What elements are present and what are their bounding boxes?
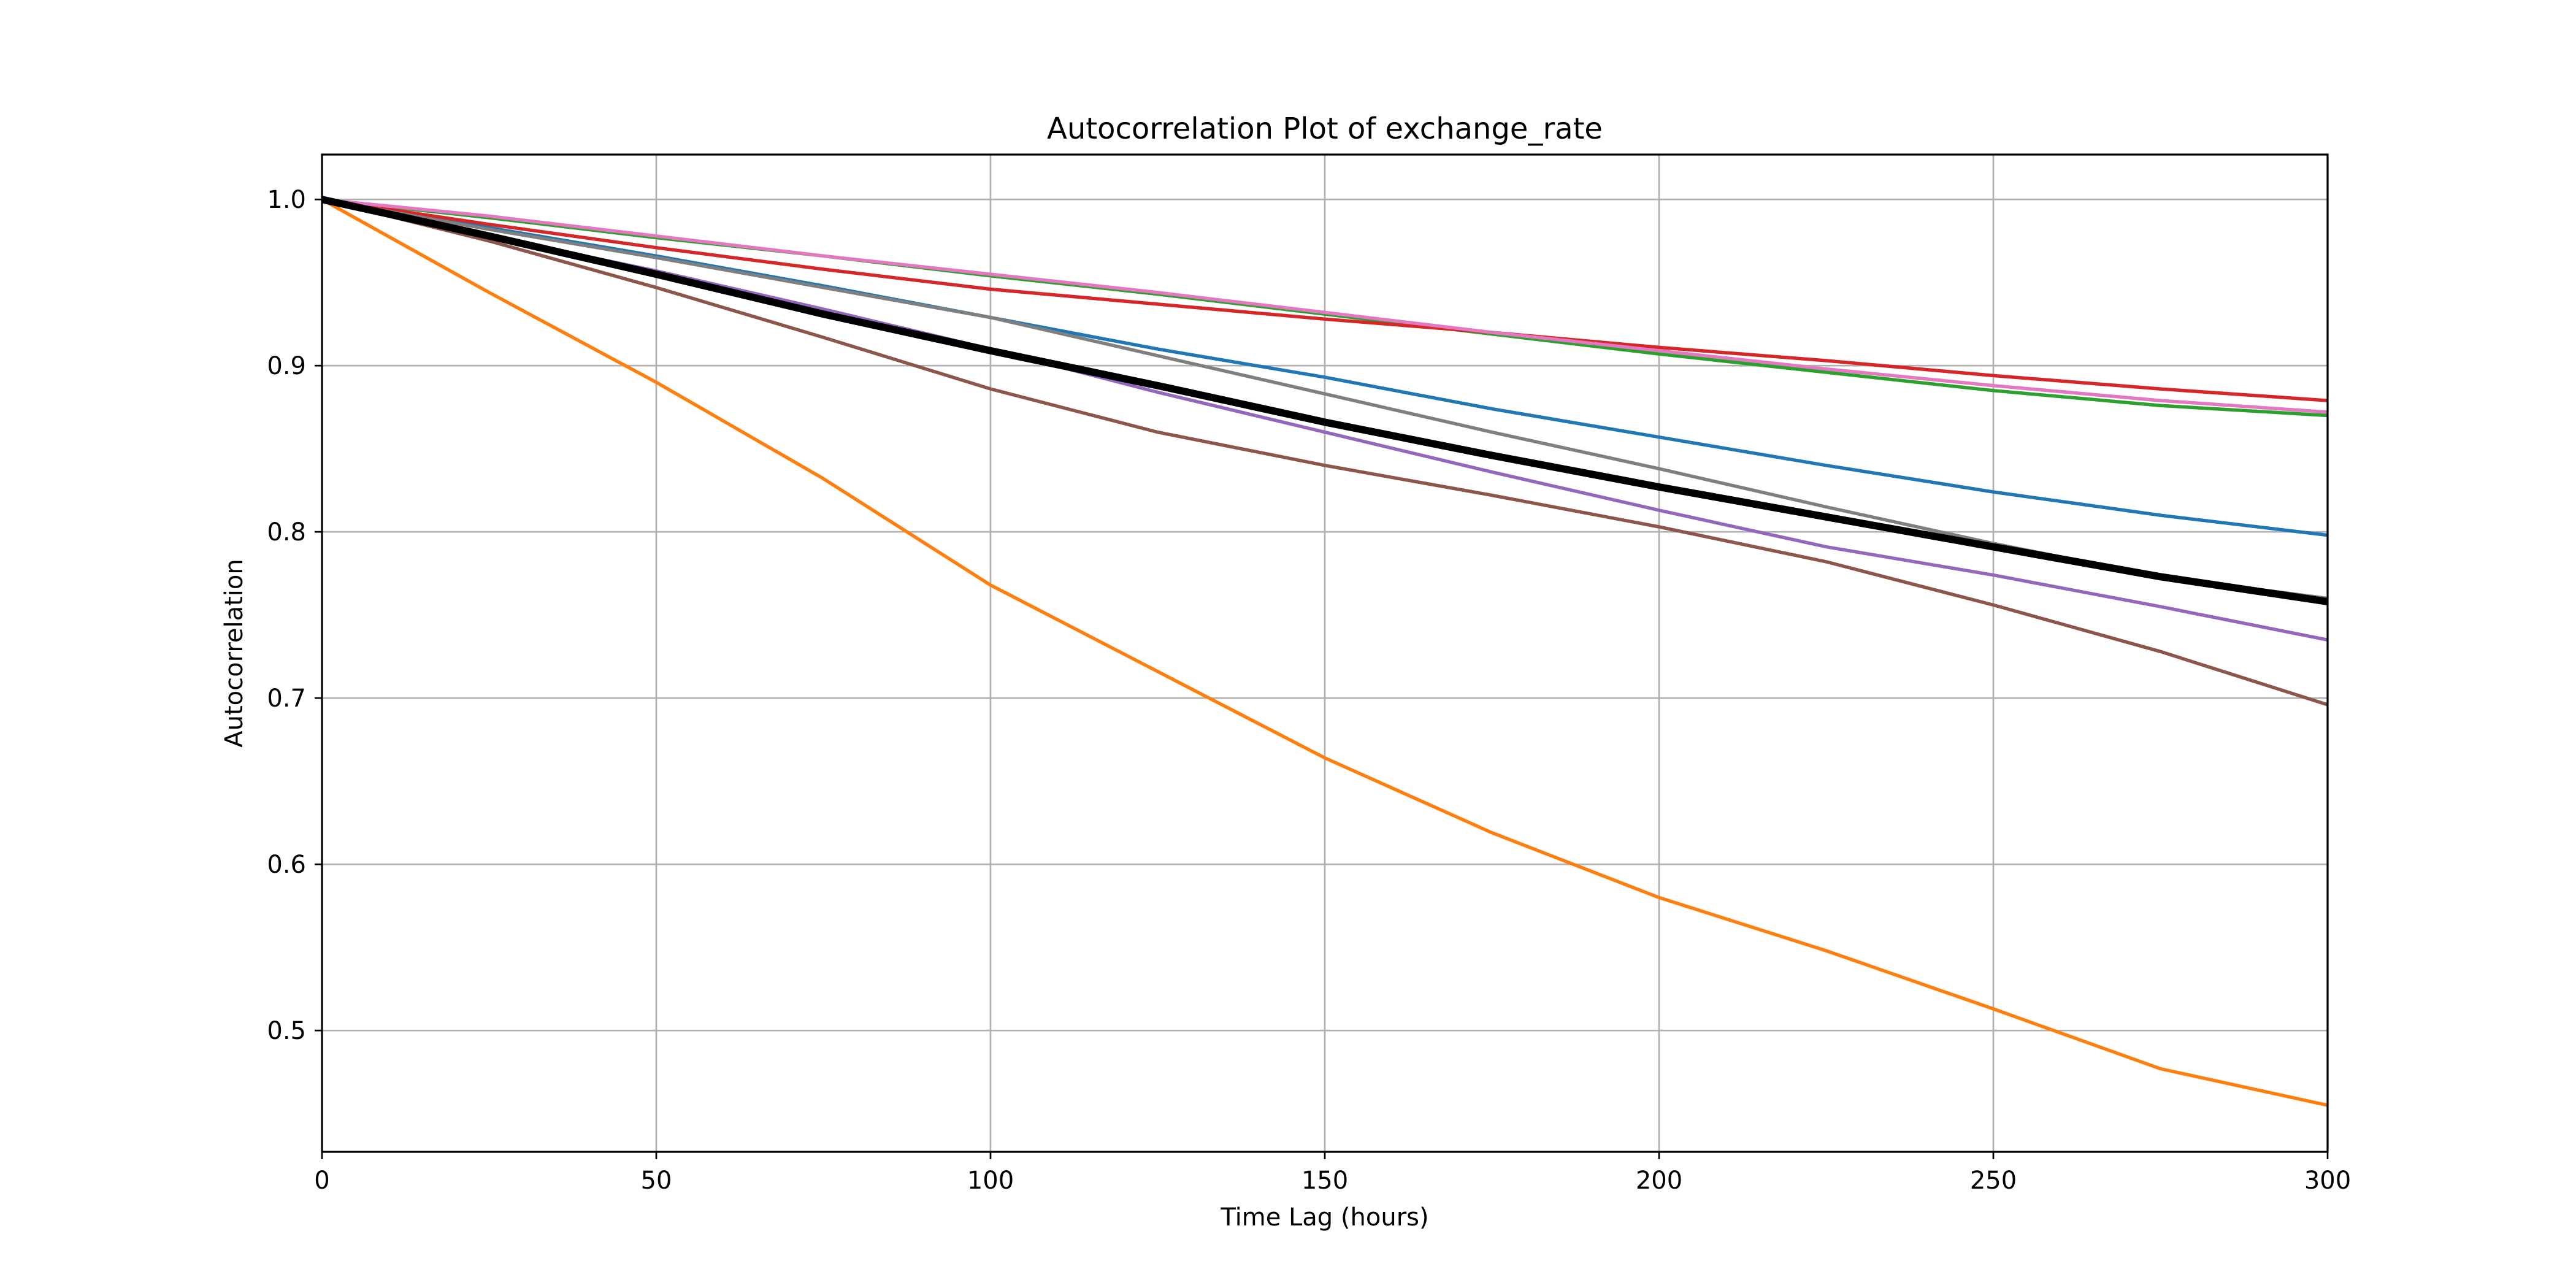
x-axis-label: Time Lag (hours) bbox=[1220, 1203, 1428, 1232]
series-line-2 bbox=[321, 197, 2328, 1107]
series-line-7 bbox=[321, 197, 2328, 414]
x-tick-label: 250 bbox=[1970, 1167, 2017, 1195]
series-lines bbox=[321, 196, 2328, 1107]
y-tick-label: 0.6 bbox=[267, 851, 306, 879]
grid bbox=[321, 155, 2329, 1152]
axis-ticks: 0 50 100 150 200 250 300 0.5 0.6 0.7 0.8 0.9 1.0 bbox=[267, 186, 2351, 1195]
y-tick-label: 1.0 bbox=[267, 186, 306, 214]
chart-title: Autocorrelation Plot of exchange_rate bbox=[1047, 112, 1603, 146]
y-tick-label: 0.7 bbox=[267, 684, 306, 713]
series-line-6 bbox=[321, 197, 2328, 707]
x-tick-label: 0 bbox=[314, 1167, 329, 1195]
series-line-4 bbox=[321, 197, 2328, 402]
x-tick-label: 50 bbox=[641, 1167, 672, 1195]
x-tick-label: 300 bbox=[2304, 1167, 2351, 1195]
x-tick-label: 200 bbox=[1636, 1167, 1682, 1195]
y-tick-label: 0.8 bbox=[267, 518, 306, 546]
x-tick-label: 150 bbox=[1301, 1167, 1348, 1195]
y-tick-label: 0.5 bbox=[267, 1017, 306, 1045]
y-axis-label: Autocorrelation bbox=[220, 559, 248, 748]
x-tick-label: 100 bbox=[967, 1167, 1014, 1195]
y-tick-label: 0.9 bbox=[267, 352, 306, 380]
series-line-9 bbox=[321, 196, 2328, 605]
